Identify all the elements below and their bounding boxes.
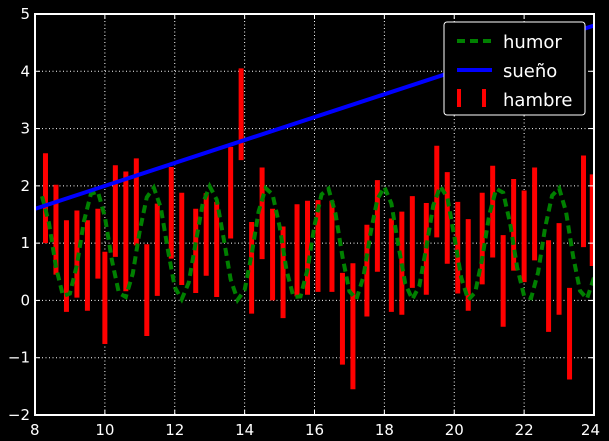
legend-humor-label: humor	[503, 32, 562, 53]
y-tick-label: 2	[20, 177, 30, 195]
y-tick-label: 1	[20, 234, 30, 252]
y-tick-label: −1	[8, 349, 30, 367]
y-tick-labels: −2 −1 0 1 2 3 4 5	[8, 5, 30, 424]
x-tick-label: 10	[95, 421, 114, 439]
y-tick-label: 4	[20, 62, 30, 80]
legend-hambre-label: hambre	[503, 90, 572, 111]
y-tick-label: 3	[20, 120, 30, 138]
x-tick-label: 8	[30, 421, 40, 439]
x-tick-label: 18	[375, 421, 394, 439]
humor-line	[40, 181, 594, 305]
y-tick-label: 5	[20, 5, 30, 23]
legend-box	[443, 21, 586, 116]
ticks	[34, 13, 595, 416]
series-layer	[35, 23, 594, 390]
legend-sueno-label: sueño	[503, 61, 557, 82]
legend: humor sueño hambre	[443, 21, 586, 116]
y-tick-label: 0	[20, 291, 30, 309]
x-tick-label: 14	[235, 421, 254, 439]
y-tick-label: −2	[8, 406, 30, 424]
x-tick-label: 12	[165, 421, 184, 439]
x-tick-label: 22	[515, 421, 534, 439]
x-tick-label: 24	[581, 421, 600, 439]
x-tick-labels: 8 10 12 14 16 18 20 22 24	[30, 421, 600, 439]
x-tick-label: 16	[305, 421, 324, 439]
x-tick-label: 20	[445, 421, 464, 439]
